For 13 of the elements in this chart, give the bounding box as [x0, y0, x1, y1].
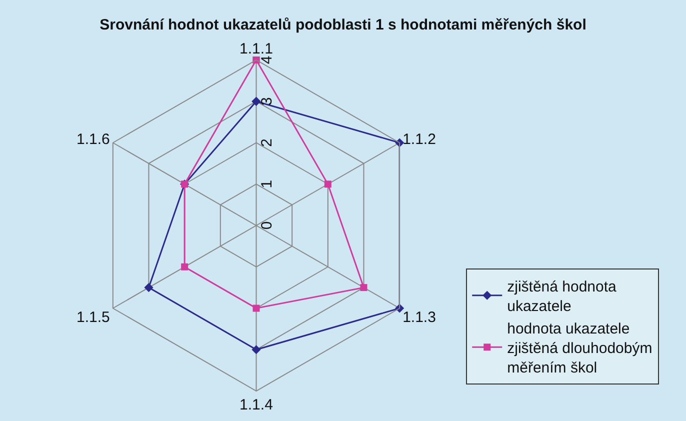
spoke-label: 1.1.4 — [240, 396, 273, 414]
chart-title: Srovnání hodnot ukazatelů podoblasti 1 s hodnotami měřených škol — [100, 16, 586, 34]
spoke-label: 1.1.1 — [240, 40, 273, 58]
legend-label: hodnota ukazatele zjištěná dlouhodobým měřením škol — [507, 320, 652, 376]
spoke-label: 1.1.5 — [76, 309, 110, 326]
spoke-label: 1.1.3 — [402, 309, 436, 326]
spoke-label: 1.1.2 — [402, 131, 436, 148]
spoke-label: 1.1.6 — [76, 131, 110, 148]
y-tick-label: 1 — [258, 180, 276, 188]
y-tick-label: 3 — [258, 97, 276, 106]
y-tick-label: 2 — [258, 138, 276, 147]
y-tick-label: 0 — [258, 221, 276, 230]
y-tick-label: 4 — [258, 56, 276, 64]
